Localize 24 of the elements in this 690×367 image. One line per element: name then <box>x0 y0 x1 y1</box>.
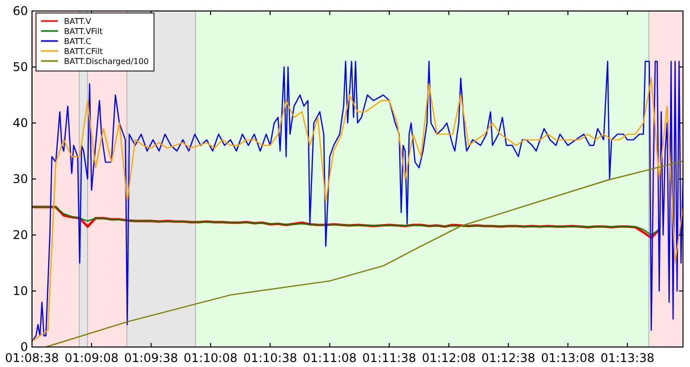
x-tick-label: 01:11:08 <box>302 351 357 365</box>
y-tick-label: 0 <box>20 340 28 354</box>
x-tick-label: 01:13:08 <box>540 351 595 365</box>
y-tick-label: 20 <box>12 228 28 242</box>
y-tick-label: 30 <box>12 172 28 186</box>
y-tick-label: 40 <box>12 116 28 130</box>
x-tick-label: 01:13:38 <box>600 351 654 365</box>
y-tick-label: 50 <box>12 60 28 74</box>
line-series <box>45 160 684 348</box>
legend-label: BATT.VFilt <box>64 27 103 36</box>
legend-label: BATT.Discharged/100 <box>64 57 149 66</box>
x-tick-label: 01:08:38 <box>5 351 59 365</box>
y-tick-label: 10 <box>12 284 28 298</box>
x-tick-label: 01:10:38 <box>243 351 298 365</box>
x-tick-label: 01:10:08 <box>184 351 238 365</box>
y-tick-label: 60 <box>12 4 28 18</box>
x-tick-label: 01:12:08 <box>422 351 476 365</box>
x-tick-label: 01:11:38 <box>362 351 416 365</box>
x-tick-label: 01:09:08 <box>64 351 118 365</box>
legend-label: BATT.CFilt <box>64 47 103 56</box>
legend-label: BATT.V <box>64 17 92 26</box>
x-tick-label: 01:12:38 <box>481 351 536 365</box>
legend-label: BATT.C <box>64 37 92 46</box>
x-tick-label: 01:09:38 <box>124 351 178 365</box>
